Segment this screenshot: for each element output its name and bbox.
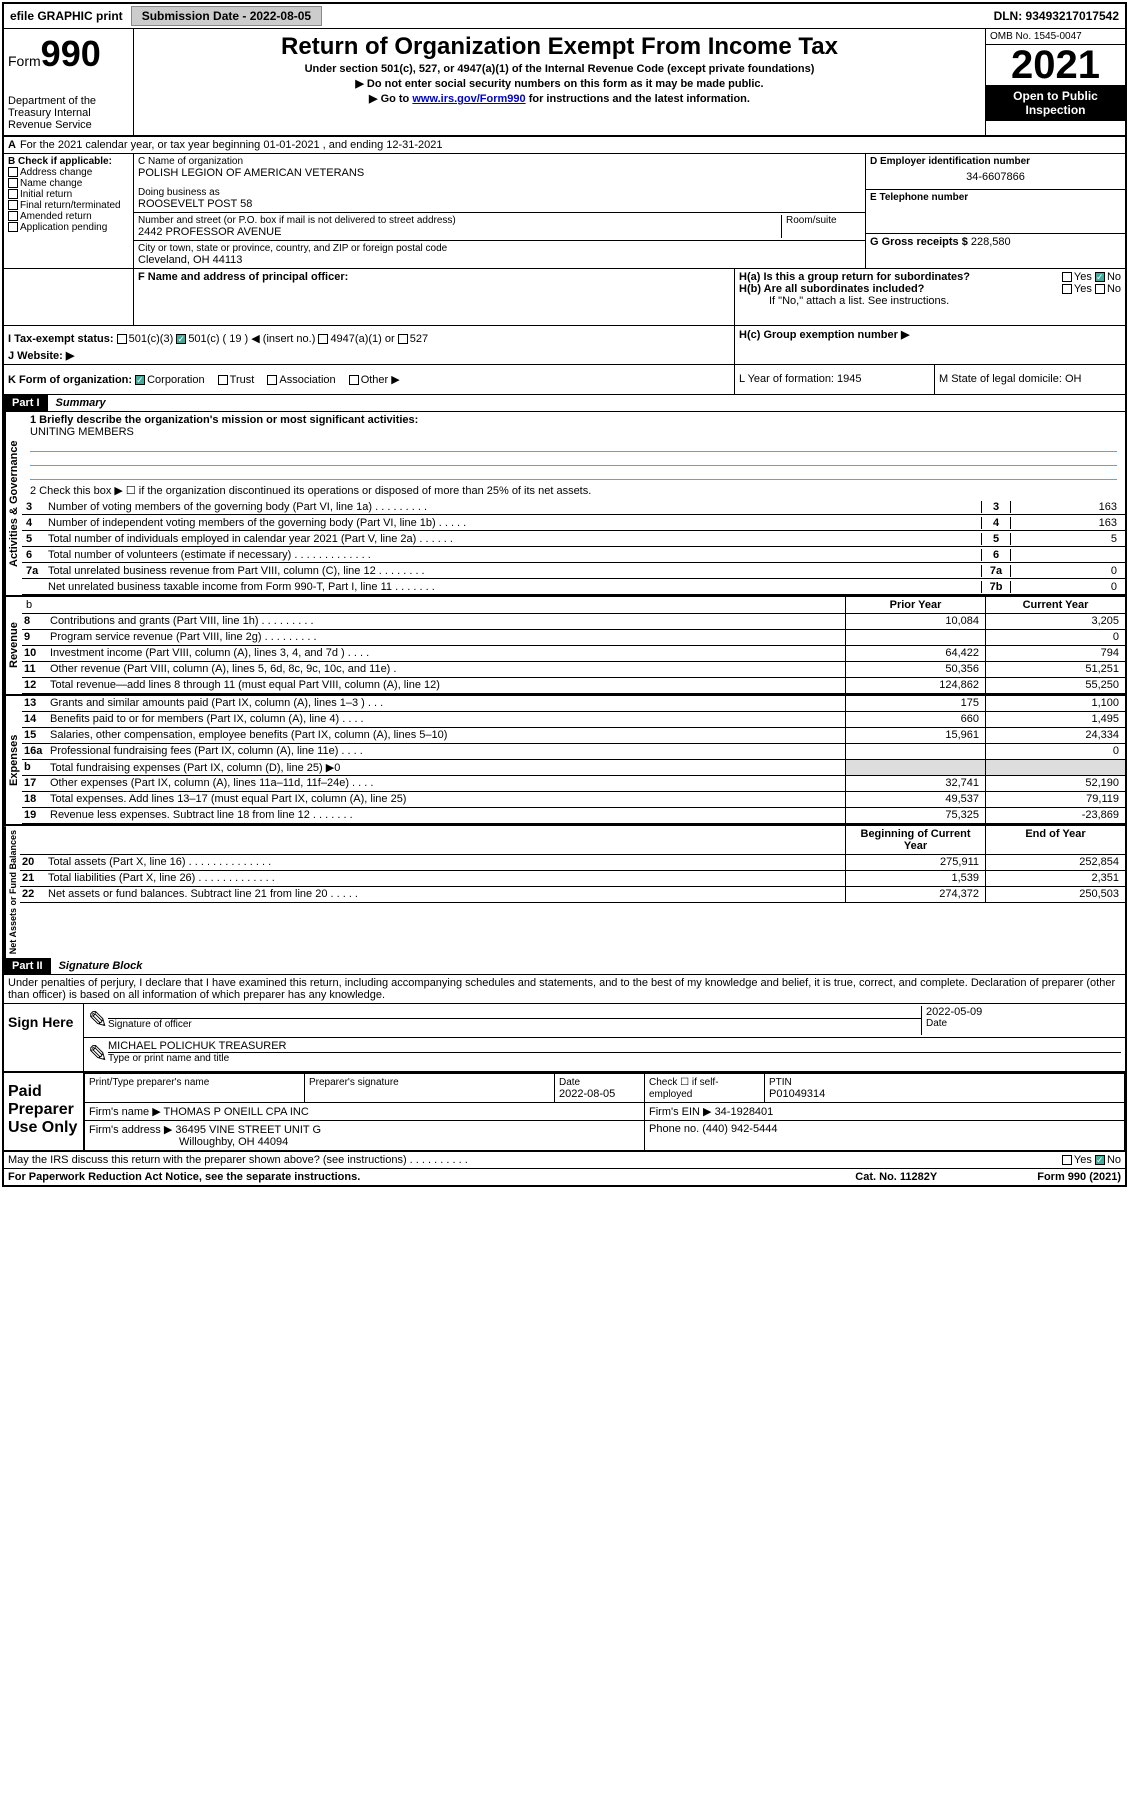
topbar: efile GRAPHIC print Submission Date - 20… [4, 4, 1125, 29]
discuss-yes-checkbox[interactable] [1062, 1155, 1072, 1165]
header-sub2: ▶ Do not enter social security numbers o… [138, 77, 981, 90]
irs-link[interactable]: www.irs.gov/Form990 [412, 93, 525, 105]
line-a: AFor the 2021 calendar year, or tax year… [4, 137, 1125, 154]
part1-title: Summary [48, 395, 114, 411]
501c-checkbox[interactable] [176, 334, 186, 344]
form-container: efile GRAPHIC print Submission Date - 20… [2, 2, 1127, 1187]
governance-label: Activities & Governance [4, 412, 22, 595]
dln-label: DLN: 93493217017542 [988, 7, 1125, 25]
527-checkbox[interactable] [398, 334, 408, 344]
dept-label: Department of the Treasury Internal Reve… [8, 95, 129, 131]
discuss-no-checkbox[interactable] [1095, 1155, 1105, 1165]
firm-addr1: 36495 VINE STREET UNIT G [175, 1124, 321, 1136]
street-address: 2442 PROFESSOR AVENUE [138, 226, 781, 238]
part2-title: Signature Block [51, 958, 151, 974]
firm-ein: 34-1928401 [715, 1106, 774, 1118]
section-b: B Check if applicable: Address changeNam… [4, 154, 134, 268]
revenue-label: Revenue [4, 597, 22, 694]
firm-phone: (440) 942-5444 [702, 1123, 777, 1135]
501c3-checkbox[interactable] [117, 334, 127, 344]
hb-no-checkbox[interactable] [1095, 284, 1105, 294]
hb-yes-checkbox[interactable] [1062, 284, 1072, 294]
dba: ROOSEVELT POST 58 [138, 198, 861, 210]
4947-checkbox[interactable] [318, 334, 328, 344]
preparer-table: Print/Type preparer's name Preparer's si… [84, 1073, 1125, 1150]
state-domicile: M State of legal domicile: OH [935, 365, 1125, 394]
section-k-l-m: K Form of organization: Corporation Trus… [4, 365, 1125, 395]
efile-label: efile GRAPHIC print [4, 7, 129, 25]
header-left: Form990 Department of the Treasury Inter… [4, 29, 134, 135]
org-info-section: B Check if applicable: Address changeNam… [4, 154, 1125, 269]
ha-yes-checkbox[interactable] [1062, 272, 1072, 282]
inspection-label: Open to Public Inspection [986, 85, 1125, 121]
part1-header: Part I [4, 395, 48, 411]
tax-year: 2021 [986, 45, 1125, 85]
section-f-h: F Name and address of principal officer:… [4, 269, 1125, 326]
gross-receipts: 228,580 [971, 236, 1011, 248]
header-right: OMB No. 1545-0047 2021 Open to Public In… [985, 29, 1125, 135]
form-number: Form990 [8, 33, 129, 75]
form-header: Form990 Department of the Treasury Inter… [4, 29, 1125, 137]
netassets-label: Net Assets or Fund Balances [4, 826, 20, 958]
header-sub3: ▶ Go to www.irs.gov/Form990 for instruct… [138, 92, 981, 105]
submission-date-btn[interactable]: Submission Date - 2022-08-05 [131, 6, 322, 26]
section-c: C Name of organization POLISH LEGION OF … [134, 154, 865, 268]
city-state-zip: Cleveland, OH 44113 [138, 254, 861, 266]
part2-header: Part II [4, 958, 51, 974]
firm-name: THOMAS P ONEILL CPA INC [164, 1106, 309, 1118]
expenses-label: Expenses [4, 696, 22, 824]
firm-addr2: Willoughby, OH 44094 [89, 1136, 288, 1148]
ptin: P01049314 [769, 1088, 825, 1100]
sign-here-section: Sign Here ✎ Signature of officer 2022-05… [4, 1004, 1125, 1073]
form-title: Return of Organization Exempt From Incom… [138, 33, 981, 61]
part1: Part I Summary Activities & Governance 1… [4, 395, 1125, 958]
section-d-e-g: D Employer identification number 34-6607… [865, 154, 1125, 268]
year-formation: L Year of formation: 1945 [735, 365, 935, 394]
footer: For Paperwork Reduction Act Notice, see … [4, 1169, 1125, 1185]
section-i-j: I Tax-exempt status: 501(c)(3) 501(c) ( … [4, 326, 1125, 365]
officer-name: MICHAEL POLICHUK TREASURER [108, 1040, 1121, 1052]
ein: 34-6607866 [870, 167, 1121, 187]
part2: Part II Signature Block Under penalties … [4, 958, 1125, 1169]
ha-no-checkbox[interactable] [1095, 272, 1105, 282]
header-sub1: Under section 501(c), 527, or 4947(a)(1)… [138, 63, 981, 75]
paid-preparer-section: Paid Preparer Use Only Print/Type prepar… [4, 1073, 1125, 1152]
org-name: POLISH LEGION OF AMERICAN VETERANS [138, 167, 861, 179]
mission: UNITING MEMBERS [30, 426, 1117, 438]
header-mid: Return of Organization Exempt From Incom… [134, 29, 985, 135]
declaration: Under penalties of perjury, I declare th… [4, 975, 1125, 1004]
